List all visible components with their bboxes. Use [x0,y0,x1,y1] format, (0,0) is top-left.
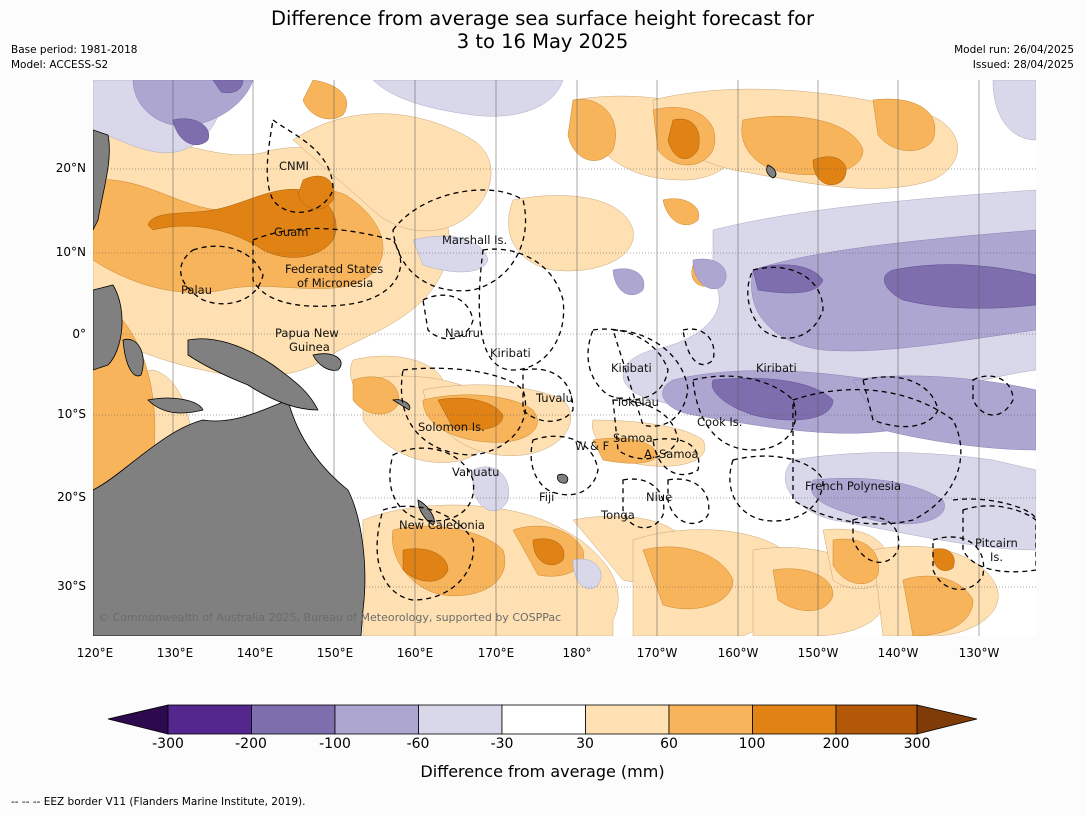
colorbar-bin-2 [251,704,336,735]
label-marshall: Marshall Is. [442,233,507,247]
lon-label-120e: 120°E [76,646,114,660]
label-niue: Niue [646,490,672,504]
legend-tick-5: -30 [490,736,514,752]
lon-label-170w: 170°W [636,646,678,660]
label-samoa: Samoa [613,431,653,445]
label-kiribati-west: Kiribati [490,346,531,360]
footnote: -- -- -- EEZ border V11 (Flanders Marine… [11,796,306,808]
colorbar-extend-high [916,704,978,735]
legend-tick-3: -100 [319,736,351,752]
lat-label-10s: 10°S [57,407,86,421]
label-american-samoa: A. Samoa [644,447,699,461]
lat-label-10n: 10°N [55,245,86,259]
philippines [93,129,110,231]
colorbar-bin-7 [668,704,753,735]
colorbar-bin-5 [501,704,586,735]
title-line-2: 3 to 16 May 2025 [456,30,629,53]
borneo [93,284,123,371]
label-tokelau: Tokelau [615,395,659,409]
meta-left: Base period: 1981-2018 Model: ACCESS-S2 [11,43,137,73]
label-fsm-1: Federated States [285,262,383,276]
legend-tick-4: -60 [406,736,430,752]
lon-label-180: 180° [562,646,592,660]
label-cnmi: CNMI [279,159,309,173]
legend-tick-9: 200 [822,736,850,752]
lon-label-150e: 150°E [316,646,354,660]
label-vanuatu: Vanuatu [452,465,499,479]
colorbar-bin-1 [167,704,252,735]
label-fiji: Fiji [539,490,554,504]
label-fsm-2: of Micronesia [297,276,373,290]
sulawesi [122,338,144,377]
label-guam: Guam [274,225,308,239]
lat-label-20n: 20°N [55,161,86,175]
colorbar-extend-low [107,704,169,735]
label-kiribati-east: Kiribati [756,361,797,375]
lon-label-130e: 130°E [156,646,194,660]
legend-tick-2: -200 [235,736,267,752]
legend-tick-1: -300 [152,736,184,752]
meta-right: Model run: 26/04/2025 Issued: 28/04/2025 [954,43,1074,73]
issued-date: Issued: 28/04/2025 [972,59,1074,71]
new-britain [312,353,342,371]
lat-label-0: 0° [72,327,86,341]
land-masses [93,129,777,636]
lon-label-170e: 170°E [477,646,515,660]
legend-title: Difference from average (mm) [420,762,665,781]
label-cook: Cook Is. [697,415,742,429]
label-new-caledonia: New Caledonia [399,518,485,532]
title-line-1: Difference from average sea surface heig… [270,7,815,30]
label-kiribati-central: Kiribati [611,361,652,375]
model-name: Model: ACCESS-S2 [11,59,109,71]
colorbar-bin-3 [334,704,419,735]
label-pitcairn-1: Pitcairn [975,536,1018,550]
lon-label-140e: 140°E [236,646,274,660]
label-tonga: Tonga [600,508,635,522]
label-png-1: Papua New [275,326,339,340]
colorbar-bin-8 [752,704,837,735]
fiji [557,473,569,484]
eez-borders [180,118,1036,601]
model-run: Model run: 26/04/2025 [954,44,1074,56]
label-pitcairn-2: Is. [990,550,1003,564]
legend-tick-8: 100 [738,736,766,752]
colorbar-bin-9 [835,704,918,735]
legend-tick-10: 300 [903,736,931,752]
legend-tick-7: 60 [660,736,678,752]
new-guinea [187,338,319,411]
label-nauru: Nauru [445,326,480,340]
map-title: Difference from average sea surface heig… [0,7,1085,53]
hawaii [766,164,777,179]
copyright-text: © Commonwealth of Australia 2025, Bureau… [98,611,561,624]
lon-label-160w: 160°W [717,646,759,660]
colorbar-bin-6 [585,704,670,735]
lat-label-30s: 30°S [57,579,86,593]
label-french-polynesia: French Polynesia [805,479,901,493]
label-tuvalu: Tuvalu [535,391,573,405]
label-palau: Palau [181,283,212,297]
new-caledonia [417,499,435,526]
australia [93,399,366,636]
colorbar [107,704,978,735]
solomon-islands [391,399,411,411]
colorbar-bin-4 [418,704,503,735]
lon-label-140w: 140°W [877,646,919,660]
label-png-2: Guinea [289,340,330,354]
anomaly-field [93,80,1036,636]
sea-level-map: CNMI Guam Marshall Is. Federated States … [93,80,1036,636]
base-period: Base period: 1981-2018 [11,44,138,56]
place-labels: CNMI Guam Marshall Is. Federated States … [181,159,1018,564]
lon-label-160e: 160°E [396,646,434,660]
lat-label-20s: 20°S [57,490,86,504]
lon-label-130w: 130°W [958,646,1000,660]
legend-tick-6: 30 [576,736,594,752]
lon-label-150w: 150°W [797,646,839,660]
label-solomon: Solomon Is. [418,420,485,434]
label-wallis-futuna: W & F [575,439,609,453]
timor [147,397,204,414]
